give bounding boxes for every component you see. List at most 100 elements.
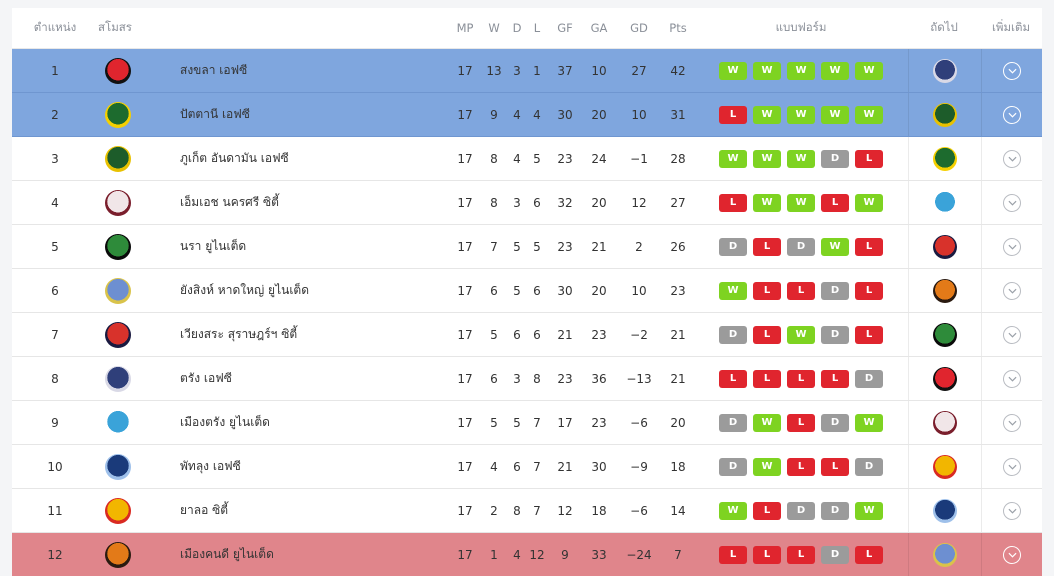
- expand-row-button[interactable]: [982, 281, 1042, 300]
- team-name-link[interactable]: ปัตตานี เอฟซี: [180, 107, 250, 121]
- goals-against: 20: [591, 195, 607, 210]
- next-opponent[interactable]: [908, 445, 982, 488]
- nara-crest: [933, 322, 957, 347]
- team-name-link[interactable]: นรา ยูไนเต็ด: [180, 239, 247, 253]
- expand-row-button[interactable]: [982, 545, 1042, 564]
- wins: 9: [490, 107, 498, 122]
- goals-for: 17: [557, 415, 573, 430]
- goal-difference: −9: [630, 459, 648, 474]
- next-opponent[interactable]: [908, 401, 982, 444]
- header-club: สโมสร: [98, 20, 132, 34]
- expand-row-button[interactable]: [982, 501, 1042, 520]
- pattani-crest[interactable]: [98, 101, 138, 128]
- chevron-down-icon: [1003, 237, 1021, 256]
- points: 42: [670, 63, 686, 78]
- pattani-crest: [933, 146, 957, 171]
- muang-khon-di-crest[interactable]: [98, 541, 138, 568]
- next-opponent[interactable]: [908, 137, 982, 180]
- goals-against: 23: [591, 415, 607, 430]
- table-row[interactable]: 4 เอ็มเอช นครศรี ซิตี้ 17 8 3 6 32 20 12…: [12, 181, 1042, 225]
- team-name-link[interactable]: พัทลุง เอฟซี: [180, 459, 241, 473]
- goals-for: 30: [557, 107, 573, 122]
- next-opponent[interactable]: [908, 93, 982, 136]
- position-number: 4: [51, 195, 59, 210]
- expand-row-button[interactable]: [982, 457, 1042, 476]
- header-next: ถัดไป: [930, 20, 958, 34]
- chevron-down-icon: [1003, 501, 1021, 520]
- expand-row-button[interactable]: [982, 413, 1042, 432]
- table-row[interactable]: 7 เวียงสระ สุราษฎร์ฯ ซิตี้ 17 5 6 6 21 2…: [12, 313, 1042, 357]
- form-result-badge: L: [753, 369, 781, 388]
- points: 21: [670, 327, 686, 342]
- draws: 8: [513, 503, 521, 518]
- matches-played: 17: [457, 195, 473, 210]
- next-opponent[interactable]: [908, 489, 982, 532]
- team-name-link[interactable]: เอ็มเอช นครศรี ซิตี้: [180, 195, 279, 209]
- next-opponent[interactable]: [908, 533, 982, 576]
- goals-against: 21: [591, 239, 607, 254]
- form-result-badge: L: [787, 281, 815, 300]
- phuket-crest[interactable]: [98, 145, 138, 172]
- phatthalung-crest[interactable]: [98, 453, 138, 480]
- yala-crest[interactable]: [98, 497, 138, 524]
- expand-row-button[interactable]: [982, 105, 1042, 124]
- header-d: D: [512, 21, 522, 35]
- table-row[interactable]: 9 เมืองตรัง ยูไนเต็ด 17 5 5 7 17 23 −6 2…: [12, 401, 1042, 445]
- mh-nakhonsi-crest[interactable]: [98, 189, 138, 216]
- wiang-sa-crest[interactable]: [98, 321, 138, 348]
- young-singh-crest[interactable]: [98, 277, 138, 304]
- team-name-link[interactable]: สงขลา เอฟซี: [180, 63, 248, 77]
- expand-row-button[interactable]: [982, 61, 1042, 80]
- points: 27: [670, 195, 686, 210]
- next-opponent[interactable]: [908, 225, 982, 268]
- next-opponent[interactable]: [908, 49, 982, 92]
- points: 18: [670, 459, 686, 474]
- team-name-link[interactable]: เมืองตรัง ยูไนเต็ด: [180, 415, 270, 429]
- expand-row-button[interactable]: [982, 369, 1042, 388]
- position-number: 9: [51, 415, 59, 430]
- next-opponent[interactable]: [908, 269, 982, 312]
- table-row[interactable]: 12 เมืองคนดี ยูไนเต็ด 17 1 4 12 9 33 −24…: [12, 533, 1042, 576]
- form-result-badge: W: [719, 501, 747, 520]
- team-name-link[interactable]: ยังสิงห์ หาดใหญ่ ยูไนเต็ด: [180, 283, 310, 297]
- losses: 6: [533, 195, 541, 210]
- points: 14: [670, 503, 686, 518]
- goals-for: 23: [557, 239, 573, 254]
- goals-against: 24: [591, 151, 607, 166]
- losses: 6: [533, 327, 541, 342]
- expand-row-button[interactable]: [982, 325, 1042, 344]
- expand-row-button[interactable]: [982, 237, 1042, 256]
- team-name-link[interactable]: ยาลอ ซิตี้: [180, 503, 229, 517]
- next-opponent[interactable]: [908, 181, 982, 224]
- team-name-link[interactable]: เวียงสระ สุราษฎร์ฯ ซิตี้: [180, 327, 298, 341]
- form-result-badge: L: [855, 149, 883, 168]
- table-row[interactable]: 6 ยังสิงห์ หาดใหญ่ ยูไนเต็ด 17 6 5 6 30 …: [12, 269, 1042, 313]
- next-opponent[interactable]: [908, 357, 982, 400]
- chevron-down-icon: [1003, 413, 1021, 432]
- losses: 6: [533, 283, 541, 298]
- trang-crest[interactable]: [98, 365, 138, 392]
- form-result-badge: D: [719, 325, 747, 344]
- songkhla-crest[interactable]: [98, 57, 138, 84]
- form-result-badge: W: [753, 413, 781, 432]
- songkhla-crest: [933, 366, 957, 391]
- expand-row-button[interactable]: [982, 193, 1042, 212]
- team-name-link[interactable]: ตรัง เอฟซี: [180, 371, 232, 385]
- expand-row-button[interactable]: [982, 149, 1042, 168]
- nara-crest[interactable]: [98, 233, 138, 260]
- losses: 4: [533, 107, 541, 122]
- next-opponent[interactable]: [908, 313, 982, 356]
- team-name-link[interactable]: ภูเก็ต อันดามัน เอฟซี: [180, 151, 289, 165]
- team-name-link[interactable]: เมืองคนดี ยูไนเต็ด: [180, 547, 274, 561]
- muang-trang-crest[interactable]: [98, 409, 138, 436]
- table-row[interactable]: 3 ภูเก็ต อันดามัน เอฟซี 17 8 4 5 23 24 −…: [12, 137, 1042, 181]
- form-result-badge: W: [787, 61, 815, 80]
- draws: 5: [513, 239, 521, 254]
- goal-difference: −13: [626, 371, 652, 386]
